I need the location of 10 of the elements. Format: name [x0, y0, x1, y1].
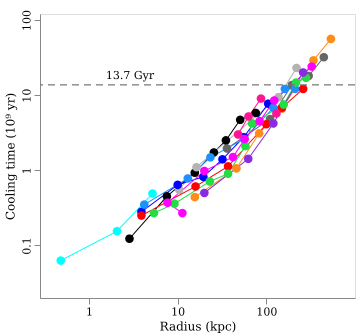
y-tick-label: 0.1 [20, 237, 34, 255]
x-axis-title: Radius (kpc) [160, 320, 236, 334]
x-tick-label: 100 [256, 306, 278, 318]
x-tick-label: 10 [171, 306, 186, 318]
y-axis-title: Cooling time (10⁹ yr) [4, 92, 18, 220]
x-tick-label: 1 [86, 306, 94, 318]
ref-line-label: 13.7 Gyr [106, 68, 155, 82]
y-tick-label: 10 [20, 88, 34, 103]
y-tick-label: 100 [20, 10, 34, 31]
y-tick-label: 1 [20, 167, 34, 174]
